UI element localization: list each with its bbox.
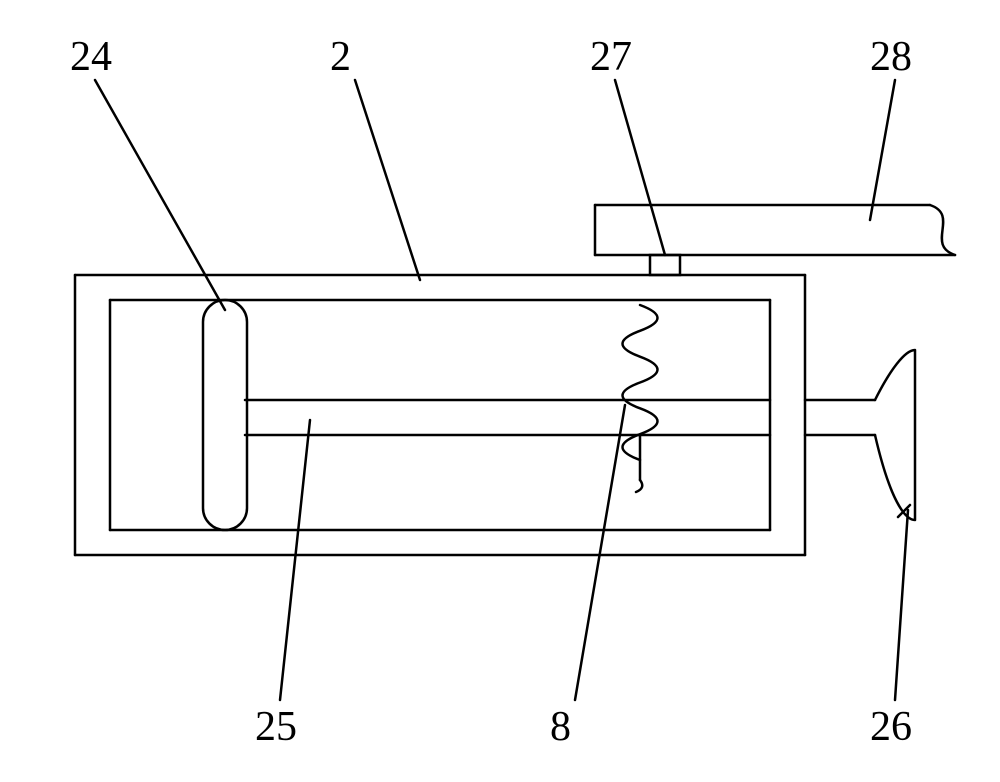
label-8: 8 — [550, 704, 571, 750]
label-26: 26 — [870, 704, 912, 750]
label-25: 25 — [255, 704, 297, 750]
leader-lines — [95, 80, 908, 700]
label-27: 27 — [590, 34, 632, 80]
label-2: 2 — [330, 34, 351, 80]
mechanism-drawing — [75, 205, 955, 555]
callout-labels: 24 2 27 28 25 8 26 — [70, 34, 912, 750]
label-24: 24 — [70, 34, 112, 80]
label-28: 28 — [870, 34, 912, 80]
diagram-root: 24 2 27 28 25 8 26 — [0, 0, 1000, 782]
